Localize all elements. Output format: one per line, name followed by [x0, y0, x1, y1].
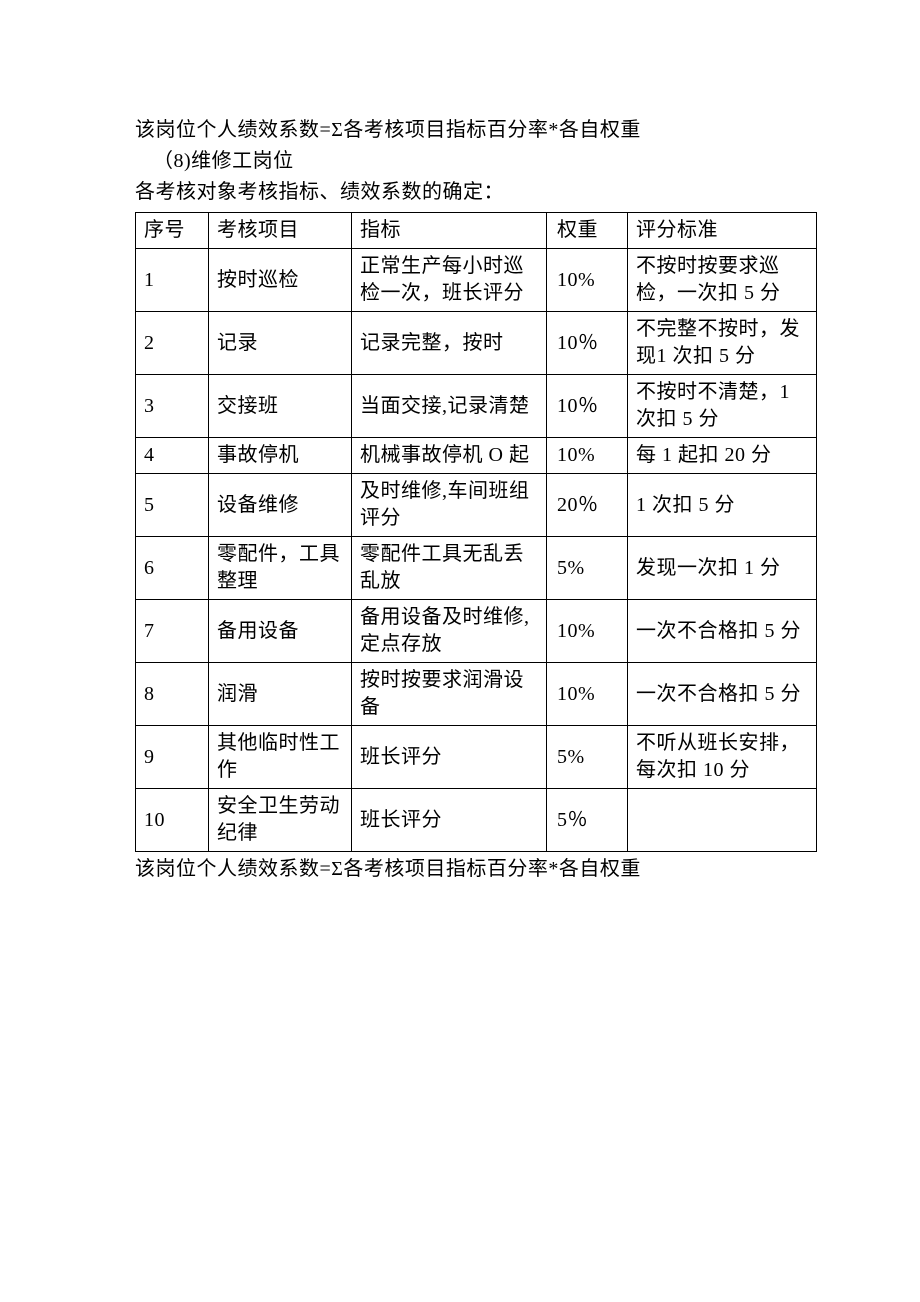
cell-seq: 10 — [136, 789, 209, 852]
cell-item: 零配件，工具整理 — [209, 537, 352, 600]
cell-weight: 10% — [547, 663, 628, 726]
cell-weight: 5％ — [547, 789, 628, 852]
table-row: 5 设备维修 及时维修,车间班组评分 20％ 1 次扣 5 分 — [136, 474, 817, 537]
cell-item: 安全卫生劳动纪律 — [209, 789, 352, 852]
cell-standard: 每 1 起扣 20 分 — [628, 438, 817, 474]
cell-seq: 5 — [136, 474, 209, 537]
table-row: 7 备用设备 备用设备及时维修,定点存放 10% 一次不合格扣 5 分 — [136, 600, 817, 663]
cell-seq: 9 — [136, 726, 209, 789]
cell-weight: 20％ — [547, 474, 628, 537]
cell-index: 按时按要求润滑设备 — [352, 663, 547, 726]
cell-item: 记录 — [209, 312, 352, 375]
cell-index: 正常生产每小时巡检一次，班长评分 — [352, 249, 547, 312]
table-body: 1 按时巡检 正常生产每小时巡检一次，班长评分 10% 不按时按要求巡检，一次扣… — [136, 249, 817, 852]
subheading: 各考核对象考核指标、绩效系数的确定： — [135, 177, 790, 208]
cell-weight: 10％ — [547, 375, 628, 438]
cell-index: 班长评分 — [352, 726, 547, 789]
cell-index: 备用设备及时维修,定点存放 — [352, 600, 547, 663]
table-row: 9 其他临时性工作 班长评分 5% 不听从班长安排，每次扣 10 分 — [136, 726, 817, 789]
cell-weight: 5% — [547, 726, 628, 789]
cell-standard: 不完整不按时，发现1 次扣 5 分 — [628, 312, 817, 375]
cell-item: 设备维修 — [209, 474, 352, 537]
cell-index: 班长评分 — [352, 789, 547, 852]
cell-seq: 6 — [136, 537, 209, 600]
table-row: 4 事故停机 机械事故停机 O 起 10% 每 1 起扣 20 分 — [136, 438, 817, 474]
document-page: 该岗位个人绩效系数=Σ各考核项目指标百分率*各自权重 （8)维修工岗位 各考核对… — [0, 0, 920, 935]
cell-standard: 一次不合格扣 5 分 — [628, 663, 817, 726]
table-row: 2 记录 记录完整，按时 10％ 不完整不按时，发现1 次扣 5 分 — [136, 312, 817, 375]
cell-item: 按时巡检 — [209, 249, 352, 312]
cell-seq: 7 — [136, 600, 209, 663]
cell-standard: 不按时不清楚，1 次扣 5 分 — [628, 375, 817, 438]
cell-index: 记录完整，按时 — [352, 312, 547, 375]
table-row: 10 安全卫生劳动纪律 班长评分 5％ — [136, 789, 817, 852]
table-row: 8 润滑 按时按要求润滑设备 10% 一次不合格扣 5 分 — [136, 663, 817, 726]
cell-index: 机械事故停机 O 起 — [352, 438, 547, 474]
section-number: （8)维修工岗位 — [135, 146, 790, 177]
cell-item: 事故停机 — [209, 438, 352, 474]
cell-seq: 4 — [136, 438, 209, 474]
cell-weight: 10% — [547, 600, 628, 663]
cell-weight: 10% — [547, 438, 628, 474]
header-item: 考核项目 — [209, 213, 352, 249]
cell-seq: 8 — [136, 663, 209, 726]
cell-item: 备用设备 — [209, 600, 352, 663]
table-row: 3 交接班 当面交接,记录清楚 10％ 不按时不清楚，1 次扣 5 分 — [136, 375, 817, 438]
header-seq: 序号 — [136, 213, 209, 249]
cell-standard: 发现一次扣 1 分 — [628, 537, 817, 600]
cell-seq: 2 — [136, 312, 209, 375]
cell-item: 其他临时性工作 — [209, 726, 352, 789]
cell-weight: 10% — [547, 249, 628, 312]
header-weight: 权重 — [547, 213, 628, 249]
cell-standard — [628, 789, 817, 852]
cell-index: 零配件工具无乱丢乱放 — [352, 537, 547, 600]
cell-weight: 5% — [547, 537, 628, 600]
cell-standard: 不按时按要求巡检，一次扣 5 分 — [628, 249, 817, 312]
formula-top: 该岗位个人绩效系数=Σ各考核项目指标百分率*各自权重 — [135, 115, 790, 146]
cell-standard: 1 次扣 5 分 — [628, 474, 817, 537]
cell-seq: 1 — [136, 249, 209, 312]
assessment-table: 序号 考核项目 指标 权重 评分标准 1 按时巡检 正常生产每小时巡检一次，班长… — [135, 212, 817, 852]
cell-weight: 10％ — [547, 312, 628, 375]
table-header-row: 序号 考核项目 指标 权重 评分标准 — [136, 213, 817, 249]
formula-bottom: 该岗位个人绩效系数=Σ各考核项目指标百分率*各自权重 — [135, 854, 790, 885]
cell-seq: 3 — [136, 375, 209, 438]
cell-index: 当面交接,记录清楚 — [352, 375, 547, 438]
cell-standard: 一次不合格扣 5 分 — [628, 600, 817, 663]
cell-item: 润滑 — [209, 663, 352, 726]
cell-item: 交接班 — [209, 375, 352, 438]
header-standard: 评分标准 — [628, 213, 817, 249]
header-index: 指标 — [352, 213, 547, 249]
cell-index: 及时维修,车间班组评分 — [352, 474, 547, 537]
table-row: 6 零配件，工具整理 零配件工具无乱丢乱放 5% 发现一次扣 1 分 — [136, 537, 817, 600]
table-row: 1 按时巡检 正常生产每小时巡检一次，班长评分 10% 不按时按要求巡检，一次扣… — [136, 249, 817, 312]
cell-standard: 不听从班长安排，每次扣 10 分 — [628, 726, 817, 789]
